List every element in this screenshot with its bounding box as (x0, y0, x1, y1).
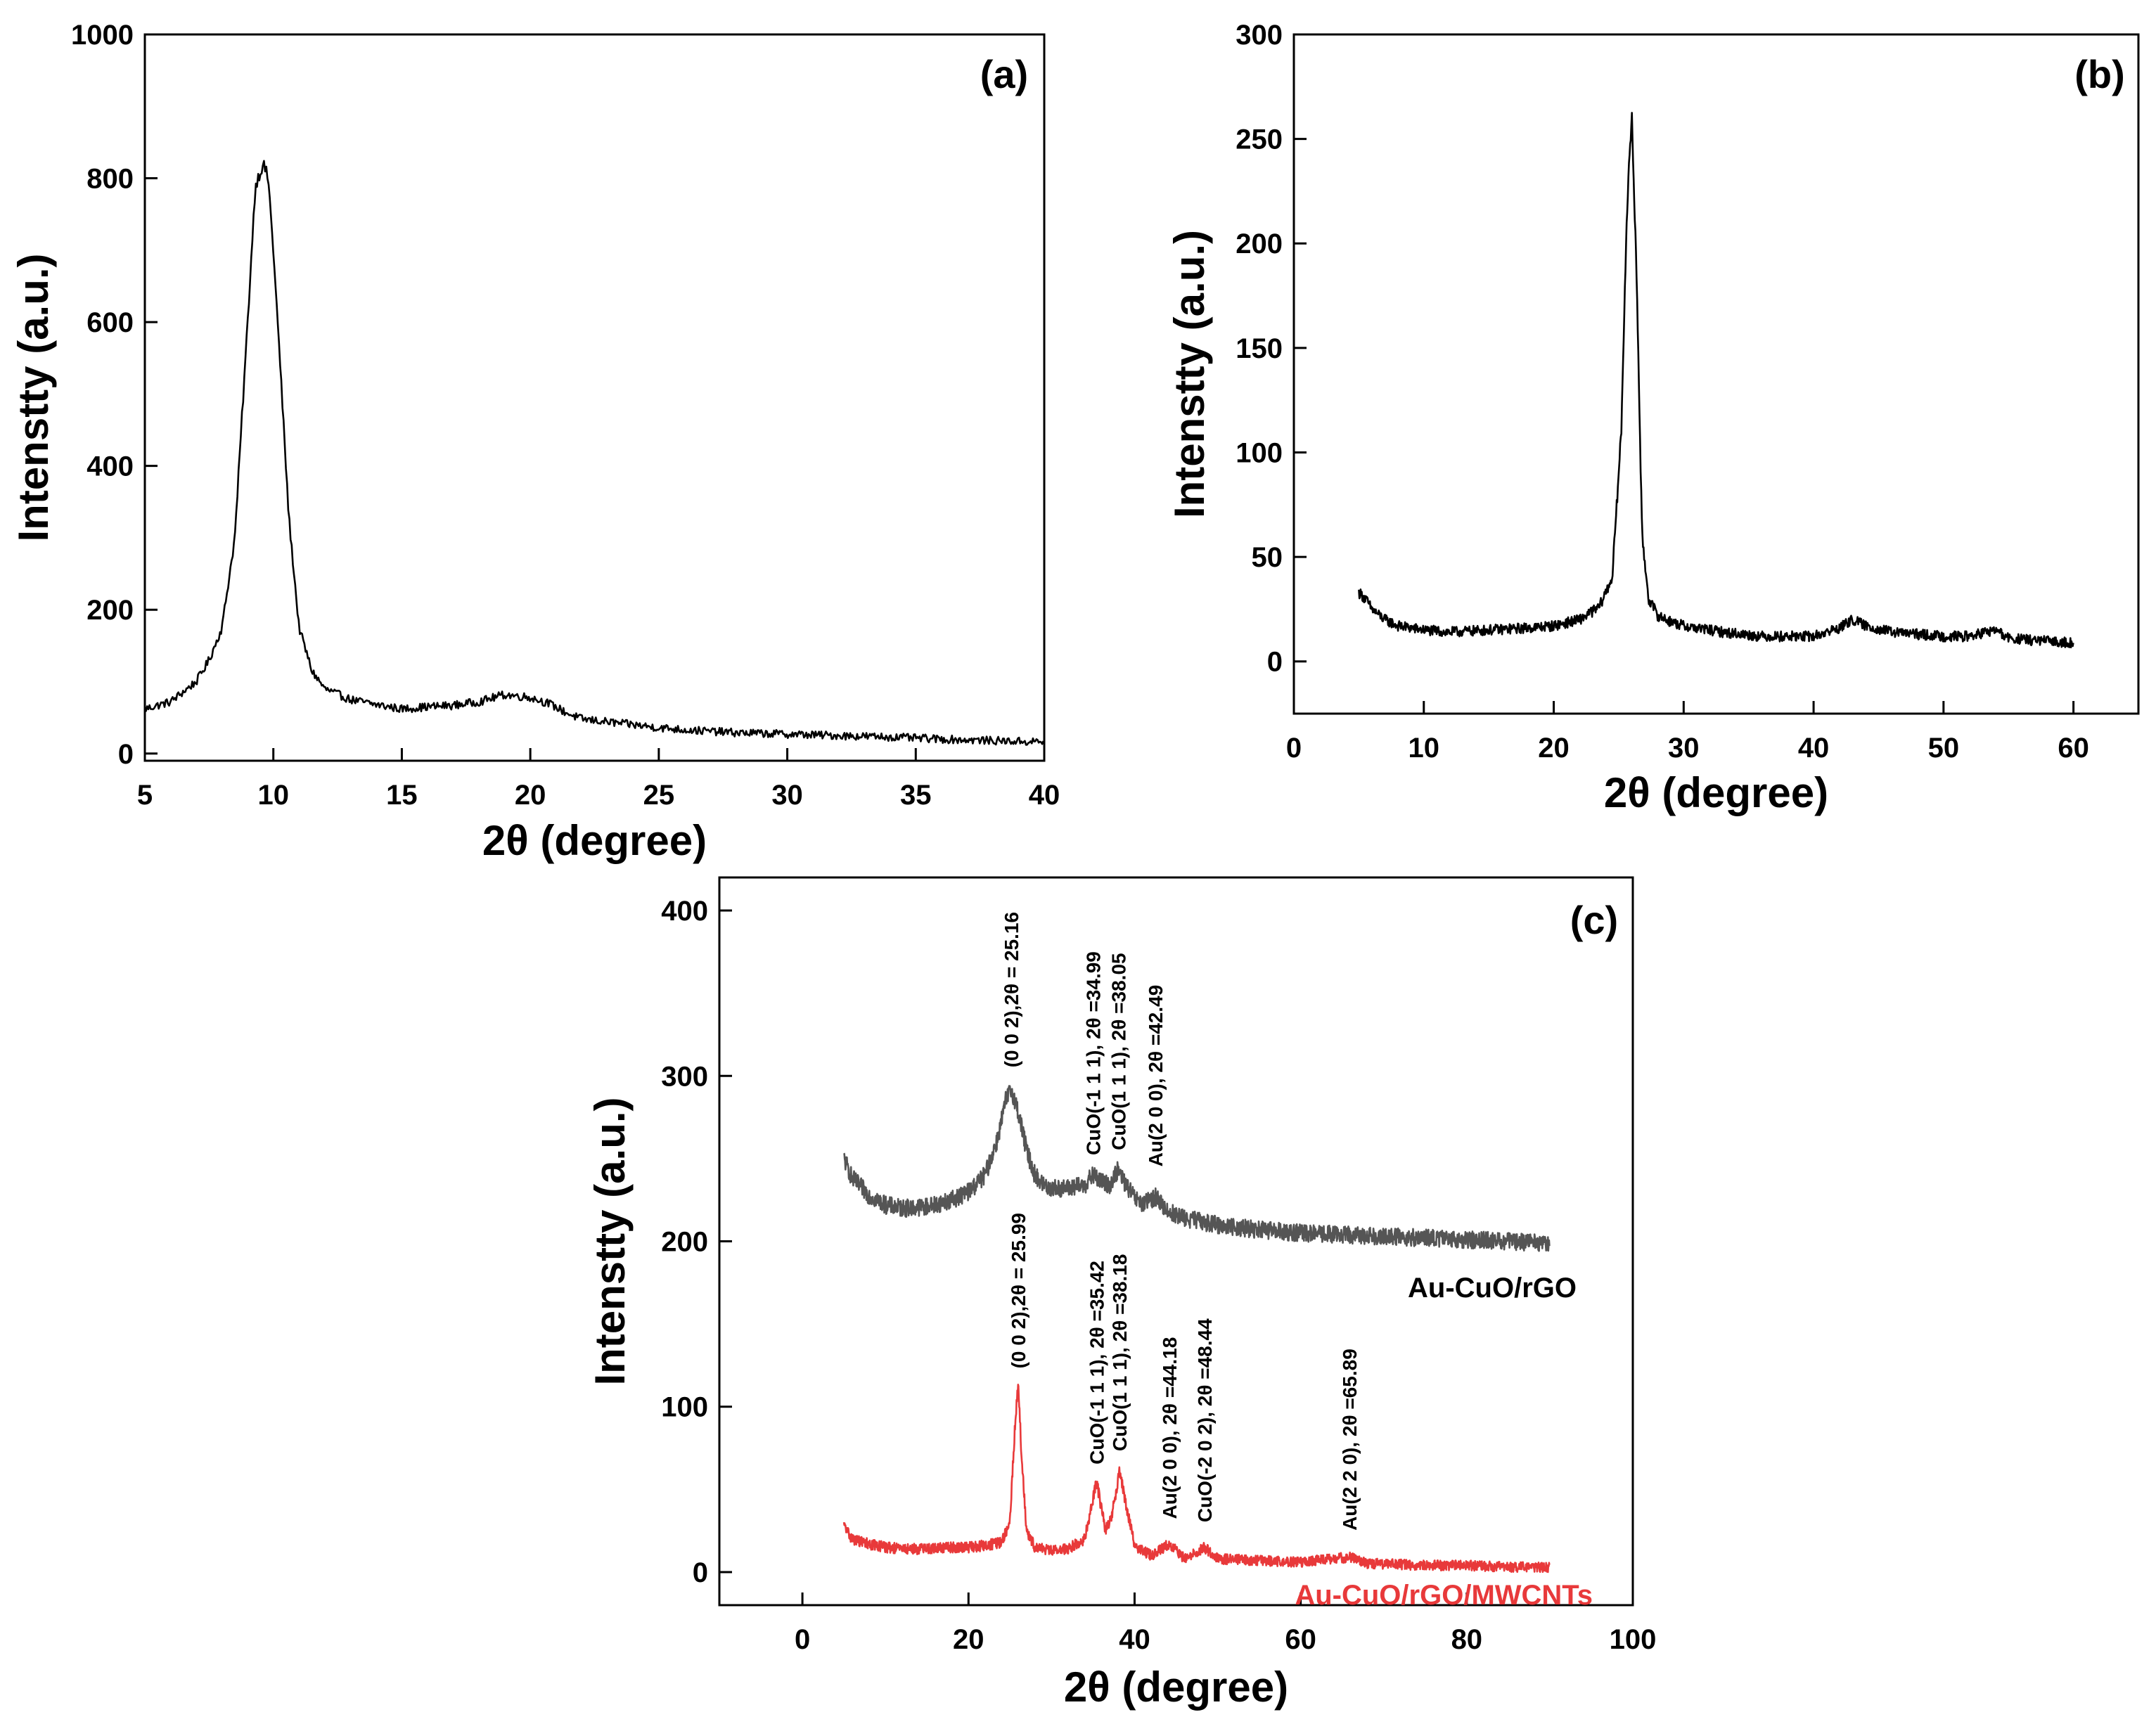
peak-annotation: (0 0 2),2θ = 25.99 (1008, 1213, 1029, 1368)
x-tick-label: 40 (1798, 733, 1830, 764)
panel-c-chart: 0 20 40 60 80 100 0 100 200 300 400 2θ (degree) Inte… (586, 876, 1657, 1711)
y-tick-label: 1000 (71, 20, 134, 51)
x-tick-label: 5 (137, 780, 153, 811)
peak-annotation: CuO(1 1 1), 2θ =38.05 (1108, 953, 1129, 1150)
peak-annotation: (0 0 2),2θ = 25.16 (1001, 912, 1022, 1067)
x-axis-title: 2θ (degree) (1604, 769, 1828, 816)
x-tick-label: 40 (1119, 1624, 1150, 1655)
plot-frame (1292, 33, 2140, 715)
y-tick-label: 0 (693, 1557, 708, 1588)
x-axis-title: 2θ (degree) (482, 817, 707, 864)
peak-annotation: CuO(-1 1 1), 2θ =34.99 (1082, 951, 1104, 1155)
peak-annotation: Au(2 0 0), 2θ =44.18 (1159, 1337, 1181, 1519)
x-tick-label: 25 (643, 780, 675, 811)
y-axis-title: Intenstty (a.u.) (1166, 230, 1213, 518)
series-label: Au-CuO/rGO/MWCNTs (1295, 1580, 1593, 1611)
panel-label: (a) (980, 52, 1028, 96)
x-tick-label: 10 (257, 780, 289, 811)
y-tick-label: 0 (118, 739, 134, 770)
panel-label: (b) (2074, 52, 2125, 96)
peak-annotation: Au(2 0 0), 2θ =42.49 (1145, 985, 1167, 1167)
x-tick-label: 40 (1029, 780, 1060, 811)
y-tick-label: 600 (86, 307, 134, 338)
y-tick-label: 400 (86, 451, 134, 482)
y-tick-label: 200 (1236, 229, 1283, 259)
series-line-rgo (1358, 112, 2074, 649)
y-tick-label: 200 (86, 595, 134, 626)
x-tick-label: 30 (771, 780, 803, 811)
x-tick-label: 80 (1451, 1624, 1483, 1655)
panel-label: (c) (1570, 898, 1618, 942)
x-tick-label: 60 (2058, 733, 2089, 764)
x-tick-label: 50 (1928, 733, 1960, 764)
x-tick-label: 10 (1409, 733, 1440, 764)
peak-annotation: CuO(-2 0 2), 2θ =48.44 (1194, 1318, 1216, 1522)
x-tick-label: 20 (953, 1624, 984, 1655)
x-tick-label: 30 (1668, 733, 1700, 764)
x-tick-label: 0 (1286, 733, 1302, 764)
y-axis-title: Intenstty (a.u.) (10, 253, 57, 541)
y-tick-label: 800 (86, 164, 134, 195)
x-tick-label: 60 (1285, 1624, 1316, 1655)
plot-frame (143, 33, 1046, 762)
panel-b-chart: 0 10 20 30 40 50 60 0 50 100 150 200 250 300 2θ (degre… (1166, 20, 2140, 816)
series-line-au-cuo-rgo (843, 1085, 1551, 1252)
y-tick-label: 400 (661, 896, 708, 927)
peak-annotation: CuO(-1 1 1), 2θ =35.42 (1086, 1261, 1108, 1465)
y-tick-label: 100 (661, 1392, 708, 1423)
x-tick-label: 15 (386, 780, 418, 811)
series-label: Au-CuO/rGO (1408, 1273, 1577, 1304)
y-tick-label: 0 (1267, 647, 1283, 678)
y-tick-label: 200 (661, 1227, 708, 1258)
y-axis-title: Intenstty (a.u.) (586, 1097, 634, 1385)
x-tick-label: 100 (1610, 1624, 1657, 1655)
x-axis-title: 2θ (degree) (1064, 1664, 1288, 1711)
x-tick-label: 20 (515, 780, 546, 811)
peak-annotation: CuO(1 1 1), 2θ =38.18 (1109, 1254, 1131, 1452)
x-tick-label: 0 (795, 1624, 810, 1655)
series-line-au-cuo-rgo-mwcnts (842, 1384, 1551, 1574)
y-tick-label: 300 (661, 1061, 708, 1092)
x-tick-label: 20 (1538, 733, 1570, 764)
y-tick-label: 100 (1236, 437, 1283, 468)
y-tick-label: 250 (1236, 124, 1283, 155)
y-tick-label: 50 (1252, 542, 1283, 573)
y-tick-label: 300 (1236, 20, 1283, 51)
peak-annotation: Au(2 2 0), 2θ =65.89 (1339, 1349, 1361, 1531)
y-tick-label: 150 (1236, 333, 1283, 364)
series-line-go (143, 160, 1044, 746)
x-tick-label: 35 (900, 780, 932, 811)
